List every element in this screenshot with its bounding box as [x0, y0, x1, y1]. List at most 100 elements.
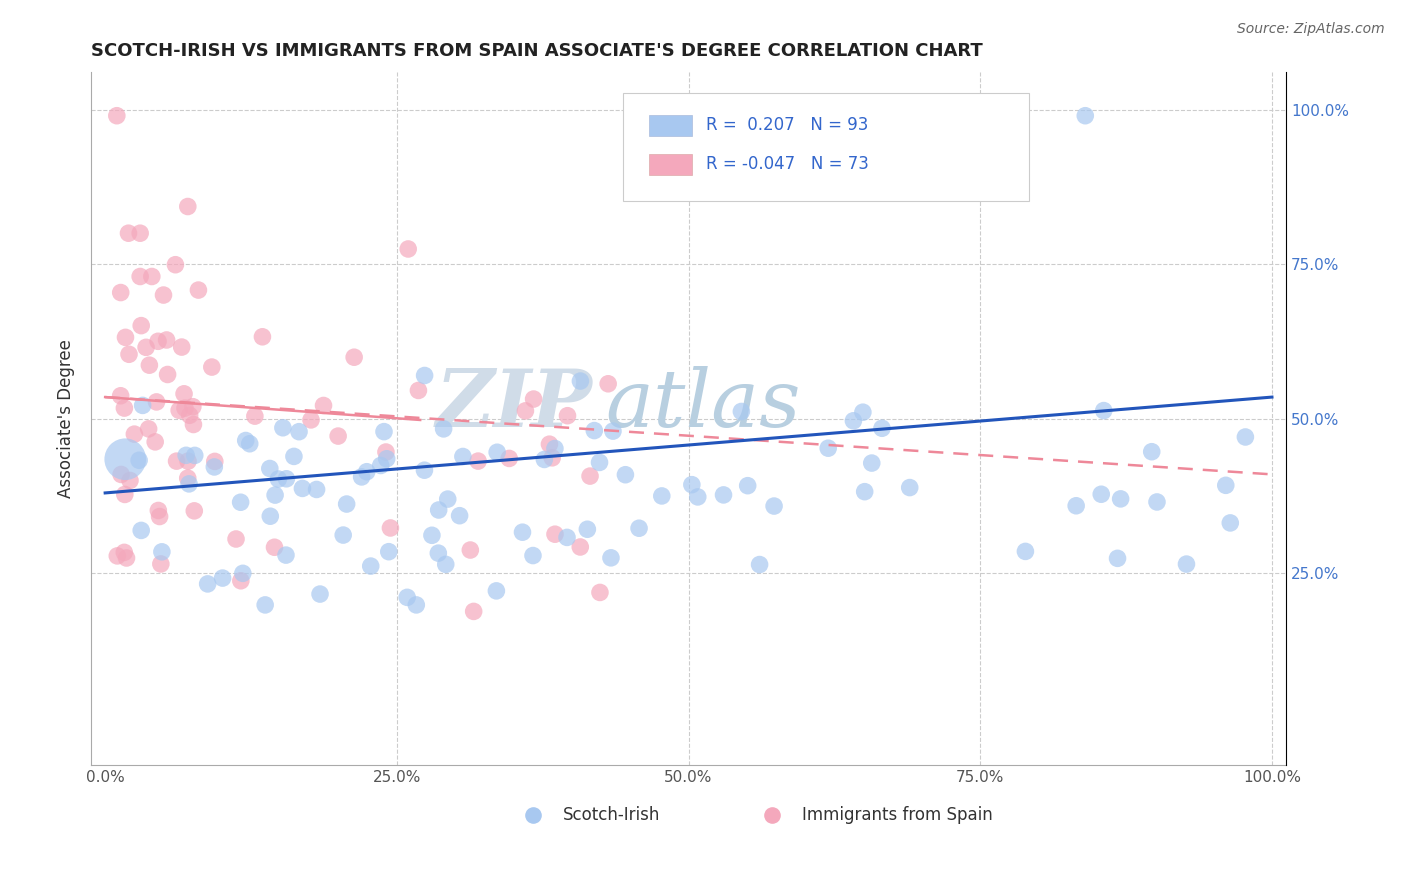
Point [229, 574, 252, 588]
Point [184, 449, 207, 463]
Point [141, 269, 163, 284]
Point [583, 424, 606, 438]
Point [413, 463, 436, 477]
Point [343, 350, 366, 364]
Point [305, 483, 328, 497]
Point [434, 558, 457, 572]
Point [114, 487, 136, 501]
Point [239, 436, 262, 450]
Point [114, 452, 136, 467]
Point [177, 200, 200, 214]
Point [124, 427, 146, 442]
Point [1107, 551, 1129, 566]
Point [427, 546, 450, 560]
Point [526, 765, 548, 780]
Point [115, 551, 138, 566]
Point [264, 488, 287, 502]
Point [271, 421, 294, 435]
Point [143, 434, 166, 449]
Point [235, 434, 257, 448]
Point [378, 544, 401, 558]
Point [356, 465, 378, 479]
Point [129, 318, 152, 333]
Point [274, 548, 297, 562]
Point [135, 340, 157, 354]
Point [681, 477, 703, 491]
Point [436, 492, 458, 507]
Point [569, 374, 592, 388]
Point [360, 559, 382, 574]
Point [538, 437, 561, 451]
Point [165, 258, 187, 272]
Point [177, 454, 200, 468]
Point [181, 400, 204, 414]
Point [396, 242, 419, 256]
Point [588, 455, 610, 469]
Point [1175, 557, 1198, 571]
Point [408, 384, 430, 398]
Point [267, 472, 290, 486]
Point [105, 549, 128, 563]
Point [187, 283, 209, 297]
Point [853, 484, 876, 499]
Point [229, 495, 252, 509]
Text: Scotch-Irish: Scotch-Irish [562, 805, 661, 824]
Point [174, 448, 197, 462]
Point [898, 481, 921, 495]
Point [870, 421, 893, 435]
Point [523, 392, 546, 406]
Point [614, 467, 637, 482]
Point [541, 450, 564, 465]
Point [852, 405, 875, 419]
Point [110, 285, 132, 300]
Point [686, 490, 709, 504]
Point [146, 334, 169, 349]
Point [129, 226, 152, 240]
Point [156, 368, 179, 382]
Point [460, 543, 482, 558]
Point [177, 471, 200, 485]
Point [197, 577, 219, 591]
Point [486, 445, 509, 459]
Point [148, 503, 170, 517]
Point [252, 330, 274, 344]
Point [201, 360, 224, 375]
Point [467, 454, 489, 468]
Point [155, 333, 177, 347]
Point [179, 409, 201, 423]
Point [600, 550, 623, 565]
Point [350, 470, 373, 484]
Point [557, 409, 579, 423]
Point [259, 461, 281, 475]
Point [1234, 430, 1257, 444]
Point [405, 598, 427, 612]
Point [498, 451, 520, 466]
Point [105, 109, 128, 123]
Point [651, 489, 673, 503]
FancyBboxPatch shape [623, 93, 1029, 201]
Point [579, 469, 602, 483]
FancyBboxPatch shape [650, 154, 692, 175]
Point [449, 508, 471, 523]
Point [312, 399, 335, 413]
Point [1219, 516, 1241, 530]
Point [420, 528, 443, 542]
Point [150, 545, 173, 559]
Point [232, 566, 254, 581]
Point [259, 509, 281, 524]
Point [183, 504, 205, 518]
Point [128, 453, 150, 467]
Point [589, 585, 612, 599]
Point [129, 269, 152, 284]
Point [117, 226, 139, 240]
Text: ZIP: ZIP [436, 366, 593, 443]
Point [1064, 499, 1087, 513]
Point [730, 404, 752, 418]
Point [1090, 487, 1112, 501]
Point [110, 389, 132, 403]
Point [842, 414, 865, 428]
Point [759, 765, 782, 780]
Point [451, 450, 474, 464]
Point [114, 330, 136, 344]
Point [1092, 403, 1115, 417]
